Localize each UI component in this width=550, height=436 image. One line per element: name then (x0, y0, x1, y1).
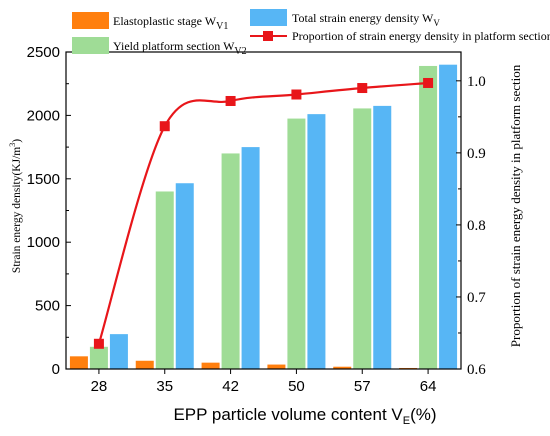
y-axis-right-title: Proportion of strain energy density in p… (508, 64, 523, 347)
y-right-tick-label-0.7: 0.7 (467, 290, 486, 306)
proportion-point-42 (225, 95, 236, 106)
proportion-line (93, 77, 434, 349)
bar-total-35 (175, 183, 194, 369)
y-axis-left-title: Strain energy density(KJ/m3) (8, 139, 23, 273)
legend-marker-proportion (263, 31, 273, 41)
bar-yield-platform-28 (89, 346, 108, 369)
legend-swatch-elastoplastic (72, 12, 109, 29)
bar-total-64 (439, 64, 458, 370)
legend: Elastoplastic stage WV1 Yield platform s… (72, 9, 550, 57)
y-right-tick-label-0.9: 0.9 (467, 146, 486, 162)
y-axis-left-title-tail: ) (11, 139, 23, 143)
x-axis-title-sub: E (403, 415, 410, 427)
bar-yield-platform-35 (155, 191, 174, 369)
y-right-tick-label-0.6: 0.6 (467, 362, 486, 378)
x-axis-title: EPP particle volume content VE(%) (173, 405, 436, 427)
legend-label-elastoplastic: Elastoplastic stage WV1 (113, 14, 228, 32)
bars (69, 64, 458, 370)
y-left-tick-label-2500: 2500 (27, 44, 60, 61)
bar-elastoplastic-50 (267, 364, 286, 369)
bar-yield-platform-50 (287, 118, 306, 369)
bar-total-42 (241, 147, 260, 369)
y-axis-left-title-main: Strain energy density(KJ/m (11, 147, 23, 273)
y-right-tick-label-1.0: 1.0 (467, 74, 486, 90)
bar-yield-platform-64 (419, 65, 438, 369)
legend-label-proportion: Proportion of strain energy density in p… (292, 29, 550, 43)
y-left-tick-label-2000: 2000 (27, 107, 60, 124)
legend-swatch-total (250, 9, 287, 26)
bar-total-50 (307, 114, 326, 370)
bar-elastoplastic-57 (333, 366, 352, 369)
bar-yield-platform-57 (353, 108, 372, 370)
proportion-point-35 (159, 121, 170, 132)
y-left-tick-label-500: 500 (35, 298, 60, 315)
proportion-point-57 (357, 83, 368, 94)
legend-label-total: Total strain energy density WV (292, 11, 440, 28)
bar-elastoplastic-42 (201, 362, 220, 369)
proportion-point-50 (291, 89, 302, 100)
x-axis-title-tail: (%) (410, 405, 436, 424)
bar-total-57 (373, 105, 392, 369)
y-axis-left-title-sup: 3 (8, 143, 17, 147)
y-left-tick-label-1500: 1500 (27, 171, 60, 188)
bar-yield-platform-42 (221, 153, 240, 369)
legend-swatch-yield-platform (72, 37, 109, 54)
proportion-point-64 (423, 77, 434, 88)
x-tick-label-64: 64 (420, 378, 437, 395)
x-tick-label-57: 57 (354, 378, 371, 395)
y-left-tick-label-1000: 1000 (27, 234, 60, 251)
proportion-point-28 (93, 338, 104, 349)
plot-frame (65, 51, 462, 370)
bar-elastoplastic-35 (135, 360, 154, 369)
x-tick-label-28: 28 (91, 378, 108, 395)
y-left-tick-label-0: 0 (52, 361, 60, 378)
x-axis-title-main: EPP particle volume content V (173, 405, 403, 424)
bar-total-28 (109, 334, 128, 369)
x-tick-label-35: 35 (156, 378, 173, 395)
legend-label-yield-platform: Yield platform section WV2 (113, 39, 247, 57)
bar-elastoplastic-28 (69, 356, 88, 369)
x-tick-label-50: 50 (288, 378, 305, 395)
x-tick-label-42: 42 (222, 378, 239, 395)
y-right-tick-label-0.8: 0.8 (467, 218, 486, 234)
